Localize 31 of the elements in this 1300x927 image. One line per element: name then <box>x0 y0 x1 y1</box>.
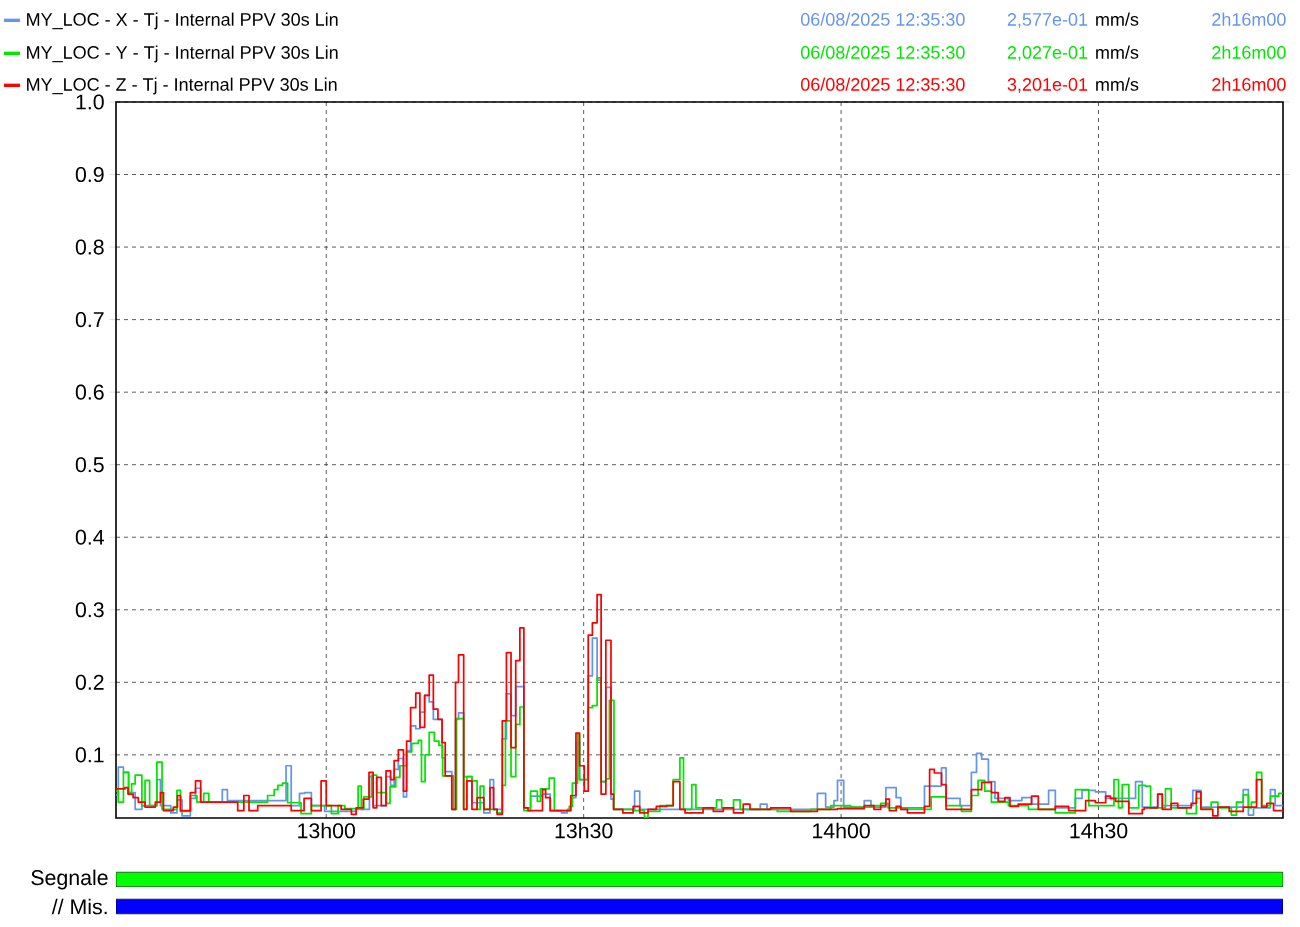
y-tick-label: Segnale <box>31 869 108 890</box>
legend-label: MY_LOC - Z - Tj - Internal PPV 30s Lin <box>27 77 337 95</box>
text: 2h16m00 <box>1212 45 1286 59</box>
y-tick-label: 0.9 <box>75 166 104 183</box>
y-tick-label: 0.2 <box>75 674 104 690</box>
y-tick-label: 0.8 <box>75 239 104 255</box>
y-tick-label: 0.5 <box>75 457 104 473</box>
x-tick-label: 13h30 <box>555 822 613 839</box>
text: mm/s <box>1096 12 1139 26</box>
x-tick-label: 14h00 <box>813 822 870 839</box>
y-tick-label: 0.6 <box>75 384 104 400</box>
y-tick-label: 0.7 <box>75 312 104 328</box>
legend-label: MY_LOC - Y - Tj - Internal PPV 30s Lin <box>27 45 338 63</box>
text: 06/08/2025 12:35:30 <box>800 45 965 59</box>
x-tick-label: 13h00 <box>298 822 356 839</box>
text: 2h16m00 <box>1212 12 1286 26</box>
legend-label: MY_LOC - X - Tj - Internal PPV 30s Lin <box>27 12 338 30</box>
text: 2h16m00 <box>1212 77 1286 91</box>
text: 06/08/2025 12:35:30 <box>800 77 965 91</box>
y-tick-label: // Mis. <box>51 898 107 915</box>
text: 2,577e-01 <box>1007 13 1088 28</box>
x-tick-label: 14h30 <box>1070 822 1128 839</box>
y-tick-label: 1.0 <box>76 94 104 110</box>
text: 06/08/2025 12:35:30 <box>800 12 965 26</box>
y-tick-label: 0.3 <box>75 602 104 618</box>
y-tick-label: 0.4 <box>75 529 104 545</box>
text: 2,027e-01 <box>1007 46 1088 61</box>
text: 3,201e-01 <box>1007 78 1088 93</box>
text: mm/s <box>1096 77 1139 91</box>
y-tick-label: 0.1 <box>75 747 104 763</box>
text: mm/s <box>1096 45 1139 59</box>
